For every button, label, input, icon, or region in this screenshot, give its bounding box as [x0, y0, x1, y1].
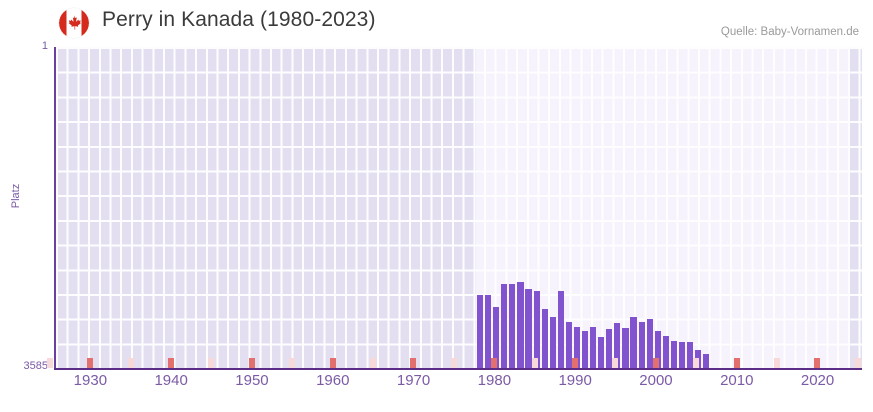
x-axis-label-2010: 2010 [720, 372, 754, 389]
bar-1999[interactable] [646, 319, 653, 368]
x-tickmark-2020 [814, 358, 821, 368]
y-axis-max-label: 1 [41, 40, 48, 52]
bar-1982[interactable] [509, 284, 516, 368]
bar-1980[interactable] [493, 307, 500, 368]
x-tickmark-1975 [450, 358, 457, 368]
bar-2004[interactable] [687, 342, 694, 368]
bar-1994[interactable] [606, 329, 613, 368]
x-tickmark-2000 [652, 358, 659, 368]
bar-2003[interactable] [678, 342, 686, 368]
bar-2006[interactable] [703, 354, 710, 368]
page-title: Perry in Kanada (1980-2023) [102, 8, 376, 31]
bar-1978[interactable] [476, 295, 484, 368]
bar-1986[interactable] [541, 309, 548, 368]
x-tickmark-1945 [208, 358, 215, 368]
x-tickmark-2015 [773, 358, 781, 368]
bar-1997[interactable] [630, 317, 637, 368]
x-axis-line [54, 368, 862, 370]
bar-1979[interactable] [485, 295, 492, 368]
x-tickmark-1950 [248, 358, 255, 368]
x-axis-tickmarks [46, 358, 862, 368]
x-axis-label-2020: 2020 [800, 372, 835, 389]
x-axis-labels: 1930 1940 1950 1960 1970 1980 1990 2000 2010 2020 [54, 372, 862, 396]
x-tickmark-1960 [329, 358, 336, 368]
bar-1995[interactable] [614, 323, 621, 368]
bar-1988[interactable] [557, 291, 564, 368]
x-axis-label-1990: 1990 [558, 372, 592, 389]
bar-1990[interactable] [573, 327, 581, 368]
x-axis-label-1980: 1980 [477, 372, 512, 389]
x-tickmark-1955 [289, 358, 296, 368]
canada-flag-icon [59, 8, 89, 38]
x-axis-label-1960: 1960 [316, 372, 350, 389]
x-tickmark-2010 [733, 358, 740, 368]
bar-1993[interactable] [598, 337, 605, 368]
x-axis-label-2000: 2000 [639, 372, 673, 389]
bar-1992[interactable] [590, 327, 597, 368]
bar-1983[interactable] [517, 282, 524, 368]
bar-2000[interactable] [654, 331, 661, 368]
bar-1996[interactable] [622, 328, 629, 368]
x-tickmark-1990 [571, 358, 579, 368]
bar-1989[interactable] [565, 322, 572, 368]
x-tickmark-2005 [693, 358, 700, 368]
x-tickmark-1925 [46, 358, 53, 368]
source-label: Quelle: Baby-Vornamen.de [720, 26, 859, 38]
x-axis-label-1930: 1930 [73, 372, 108, 389]
x-tickmark-2025 [854, 358, 861, 368]
chart-header: Perry in Kanada (1980-2023) Quelle: Baby… [0, 0, 873, 44]
bar-2001[interactable] [662, 336, 669, 368]
x-tickmark-1940 [167, 358, 175, 368]
plot-area [54, 47, 862, 368]
bar-1987[interactable] [549, 317, 556, 368]
x-tickmark-1985 [531, 358, 538, 368]
bar-1985[interactable] [533, 291, 540, 368]
bar-1991[interactable] [582, 331, 589, 368]
bar-1984[interactable] [525, 289, 532, 368]
x-axis-label-1950: 1950 [235, 372, 269, 389]
x-tickmark-1970 [410, 358, 417, 368]
x-tickmark-1965 [369, 358, 377, 368]
x-tickmark-1995 [612, 358, 619, 368]
x-axis-label-1940: 1940 [154, 372, 188, 389]
y-axis-min-label: 3585 [23, 360, 48, 372]
bar-series [56, 47, 862, 368]
bar-2002[interactable] [670, 341, 678, 368]
x-tickmark-1935 [127, 358, 134, 368]
bar-1981[interactable] [501, 284, 508, 368]
x-tickmark-1980 [491, 358, 498, 368]
x-tickmark-1930 [87, 358, 94, 368]
x-axis-label-1970: 1970 [396, 372, 431, 389]
bar-1998[interactable] [638, 322, 645, 368]
y-axis-title: Platz [10, 183, 22, 209]
